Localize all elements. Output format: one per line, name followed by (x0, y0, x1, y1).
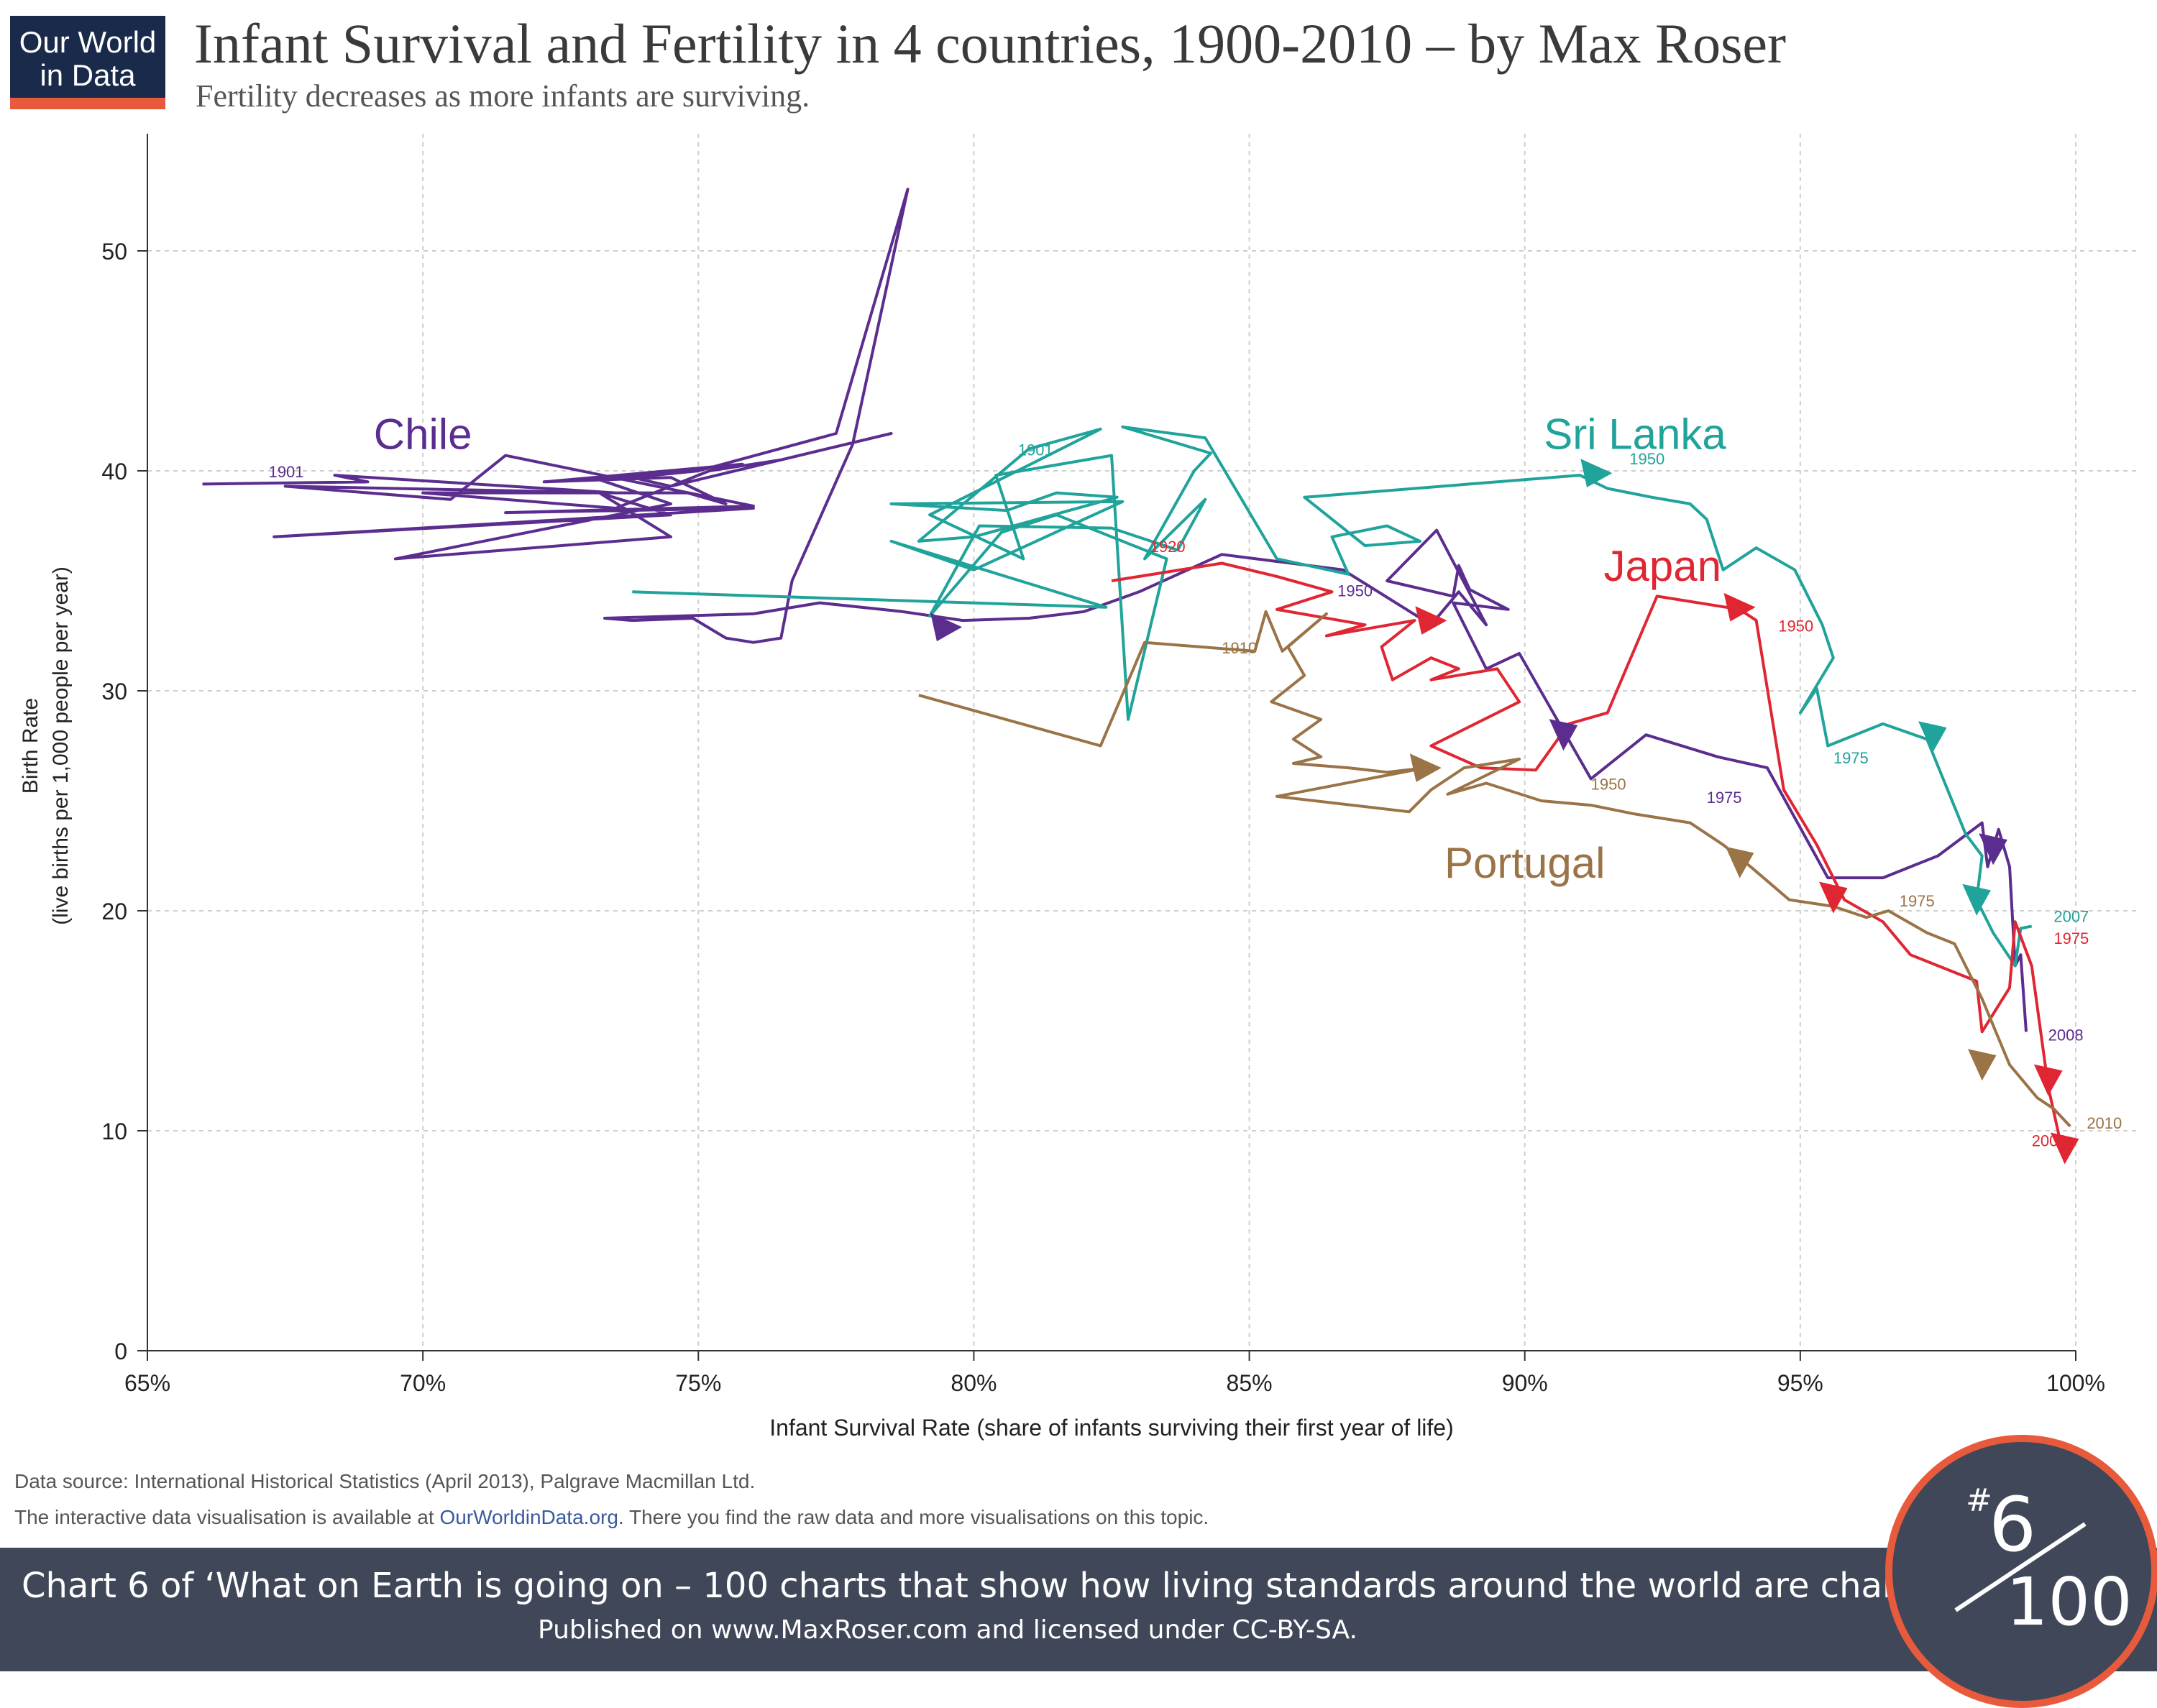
badge-number: 6 (1989, 1481, 2037, 1569)
badge-hash: # (1966, 1482, 1992, 1519)
logo-line1: Our World (19, 25, 157, 59)
year-label: 1950 (1591, 776, 1626, 794)
x-tick-label: 65% (124, 1370, 170, 1396)
series-lines (202, 188, 2079, 1165)
year-label: 2007 (2053, 907, 2089, 925)
y-axis-label-units: (live births per 1,000 people per year) (49, 566, 73, 925)
year-label: 1920 (1150, 538, 1186, 556)
interactive-suffix: . There you find the raw data and more v… (618, 1506, 1209, 1528)
owid-logo: Our World in Data (10, 16, 165, 109)
x-axis-label: Infant Survival Rate (share of infants s… (769, 1415, 1454, 1441)
year-label: 1901 (269, 463, 304, 481)
interactive-prefix: The interactive data visualisation is av… (14, 1506, 440, 1528)
year-label: 2008 (2048, 1027, 2084, 1044)
direction-arrow (1819, 881, 1848, 914)
y-tick-label: 50 (101, 239, 127, 265)
series-label: Portugal (1444, 839, 1605, 887)
y-tick-label: 10 (101, 1119, 127, 1144)
year-label: 1975 (1707, 789, 1742, 807)
chart-subtitle: Fertility decreases as more infants are … (196, 78, 810, 114)
series-label: Sri Lanka (1544, 410, 1726, 458)
grid (147, 134, 2140, 1351)
footer-line2: Published on www.MaxRoser.com and licens… (538, 1615, 1357, 1645)
y-tick-label: 30 (101, 679, 127, 704)
series-label: Chile (374, 410, 472, 458)
year-label: 1910 (1222, 639, 1257, 657)
year-label: 2009 (2032, 1131, 2067, 1149)
x-tick-label: 95% (1777, 1370, 1823, 1396)
year-label: 2010 (2087, 1114, 2122, 1132)
interactive-note: The interactive data visualisation is av… (14, 1506, 1209, 1529)
badge-total: 100 (2006, 1564, 2133, 1640)
x-tick-label: 100% (2046, 1370, 2105, 1396)
direction-arrow (1918, 721, 1947, 753)
direction-arrow (1415, 606, 1447, 635)
direction-arrow (1549, 719, 1578, 751)
direction-arrow (2050, 1132, 2079, 1165)
footer-bar (0, 1548, 2157, 1671)
badge-slash-icon (1954, 1522, 2087, 1612)
series-label: Japan (1604, 542, 1721, 590)
x-tick-label: 80% (951, 1370, 997, 1396)
year-label: 1901 (1018, 441, 1053, 459)
direction-arrow (1725, 846, 1754, 878)
direction-arrow (1962, 883, 1991, 916)
year-label: 1950 (1778, 617, 1813, 635)
series-line-sri-lanka (632, 425, 2033, 968)
series-line-chile (202, 188, 2028, 1032)
year-label: 1975 (2053, 929, 2089, 947)
owid-link[interactable]: OurWorldinData.org (439, 1506, 618, 1528)
chart-svg: 65% 70% 75% 80% 85% 90% 95% 100% 0 10 20 30 40 50 Infa… (19, 134, 2140, 1441)
logo-line2: in Data (40, 58, 136, 92)
year-label: 1950 (1629, 450, 1664, 468)
year-label: 1975 (1900, 892, 1935, 910)
x-tick-label: 70% (400, 1370, 446, 1396)
y-tick-label: 40 (101, 459, 127, 485)
footer-line1: Chart 6 of ‘What on Earth is going on – … (22, 1566, 2002, 1606)
direction-arrow (1580, 459, 1613, 487)
x-tick-label: 75% (675, 1370, 721, 1396)
data-source: Data source: International Historical St… (14, 1470, 756, 1492)
direction-arrow (2033, 1064, 2063, 1096)
y-axis-label: Birth Rate (19, 698, 42, 794)
x-tick-label: 90% (1502, 1370, 1548, 1396)
direction-arrow (930, 612, 963, 642)
direction-arrow (1967, 1049, 1997, 1081)
chart-number-badge (1885, 1435, 2157, 1708)
y-tick-label: 0 (114, 1339, 127, 1364)
y-tick-label: 20 (101, 899, 127, 924)
series-line-portugal (918, 610, 2071, 1128)
x-tick-label: 85% (1227, 1370, 1273, 1396)
year-label: 1950 (1337, 582, 1373, 600)
chart-title: Infant Survival and Fertility in 4 count… (194, 12, 1787, 75)
labels: Chile Sri Lanka Japan Portugal 1901 1950 1975 2… (269, 410, 2122, 1149)
direction-arrow (1723, 592, 1756, 622)
direction-arrow (1979, 833, 2007, 866)
direction-arrow (1409, 753, 1442, 782)
year-label: 1975 (1833, 749, 1869, 767)
axes: 65% 70% 75% 80% 85% 90% 95% 100% 0 10 20 30 40 50 Infa… (19, 134, 2105, 1441)
